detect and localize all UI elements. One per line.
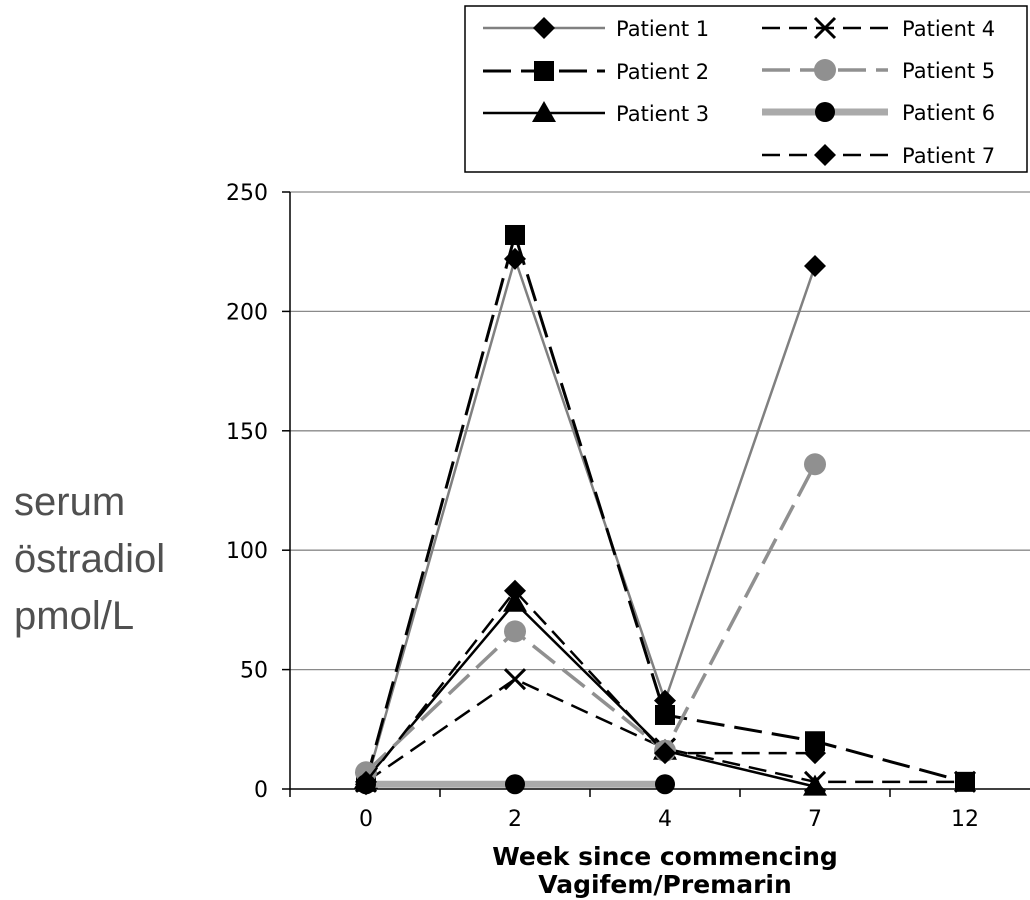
series-4-point [803, 770, 827, 793]
y-tick-label: 200 [226, 300, 268, 325]
legend: Patient 1 Patient 2 Patient 3 Patient 4 Pati… [464, 5, 1028, 173]
series-3 [354, 590, 827, 796]
legend-marker-5 [814, 59, 836, 81]
y-tick-label: 0 [254, 778, 268, 803]
series-line-1 [364, 257, 817, 785]
series-line-5 [364, 463, 817, 774]
x-tick-label: 2 [508, 807, 522, 832]
y-axis-label-line-2: östradiol [14, 537, 166, 581]
legend-label-5: Patient 5 [902, 59, 995, 83]
series-2-point [805, 731, 825, 752]
y-tick-label: 150 [226, 420, 268, 445]
series-6 [356, 774, 675, 795]
legend-label-4: Patient 4 [902, 17, 995, 41]
x-axis-label-line-1: Week since commencing [492, 842, 838, 871]
y-tick-label: 250 [226, 181, 268, 206]
legend-box [464, 5, 1028, 173]
series-5-point [504, 620, 526, 643]
series-line-7 [365, 589, 815, 783]
series-7 [355, 579, 826, 793]
y-tick-label: 50 [240, 659, 268, 684]
legend-marker-2 [534, 61, 554, 81]
series-4 [354, 668, 977, 793]
series-7-point [504, 579, 526, 602]
legend-marker-4 [813, 16, 837, 40]
series-3-point [803, 774, 827, 796]
series-line-3 [365, 601, 816, 788]
series-1-point [804, 255, 826, 278]
x-tick-label: 0 [359, 807, 373, 832]
series-2 [356, 224, 975, 792]
x-tick-label: 4 [658, 807, 672, 832]
series-2-point [655, 704, 675, 725]
legend-marker-1 [533, 17, 555, 39]
series-6-point [505, 774, 525, 795]
series-6-point [655, 774, 675, 795]
x-axis-label-line-2: Vagifem/Premarin [538, 870, 792, 899]
series-line-4 [365, 677, 965, 784]
series-1-point [504, 247, 526, 270]
series-7-point [654, 742, 676, 765]
legend-label-3: Patient 3 [616, 102, 709, 126]
y-axis-label-line-3: pmol/L [14, 594, 135, 638]
x-tick-label: 7 [808, 807, 822, 832]
legend-label-7: Patient 7 [902, 144, 995, 168]
series-5-point [804, 453, 826, 476]
series-2-point [505, 224, 525, 245]
series-7-point [355, 770, 377, 793]
series-4-point [503, 668, 527, 691]
legend-marker-7 [814, 144, 836, 166]
legend-label-2: Patient 2 [616, 60, 709, 84]
legend-marker-3 [532, 101, 556, 122]
x-tick-label: 12 [951, 807, 979, 832]
y-tick-label: 100 [226, 539, 268, 564]
series-5 [355, 453, 826, 784]
series-7-point [804, 742, 826, 765]
y-axis-label-line-1: serum [14, 480, 126, 524]
legend-marker-6 [815, 102, 835, 122]
legend-label-1: Patient 1 [616, 17, 709, 41]
legend-label-6: Patient 6 [902, 101, 995, 125]
series-4-point [953, 770, 977, 793]
series-1 [355, 247, 826, 796]
